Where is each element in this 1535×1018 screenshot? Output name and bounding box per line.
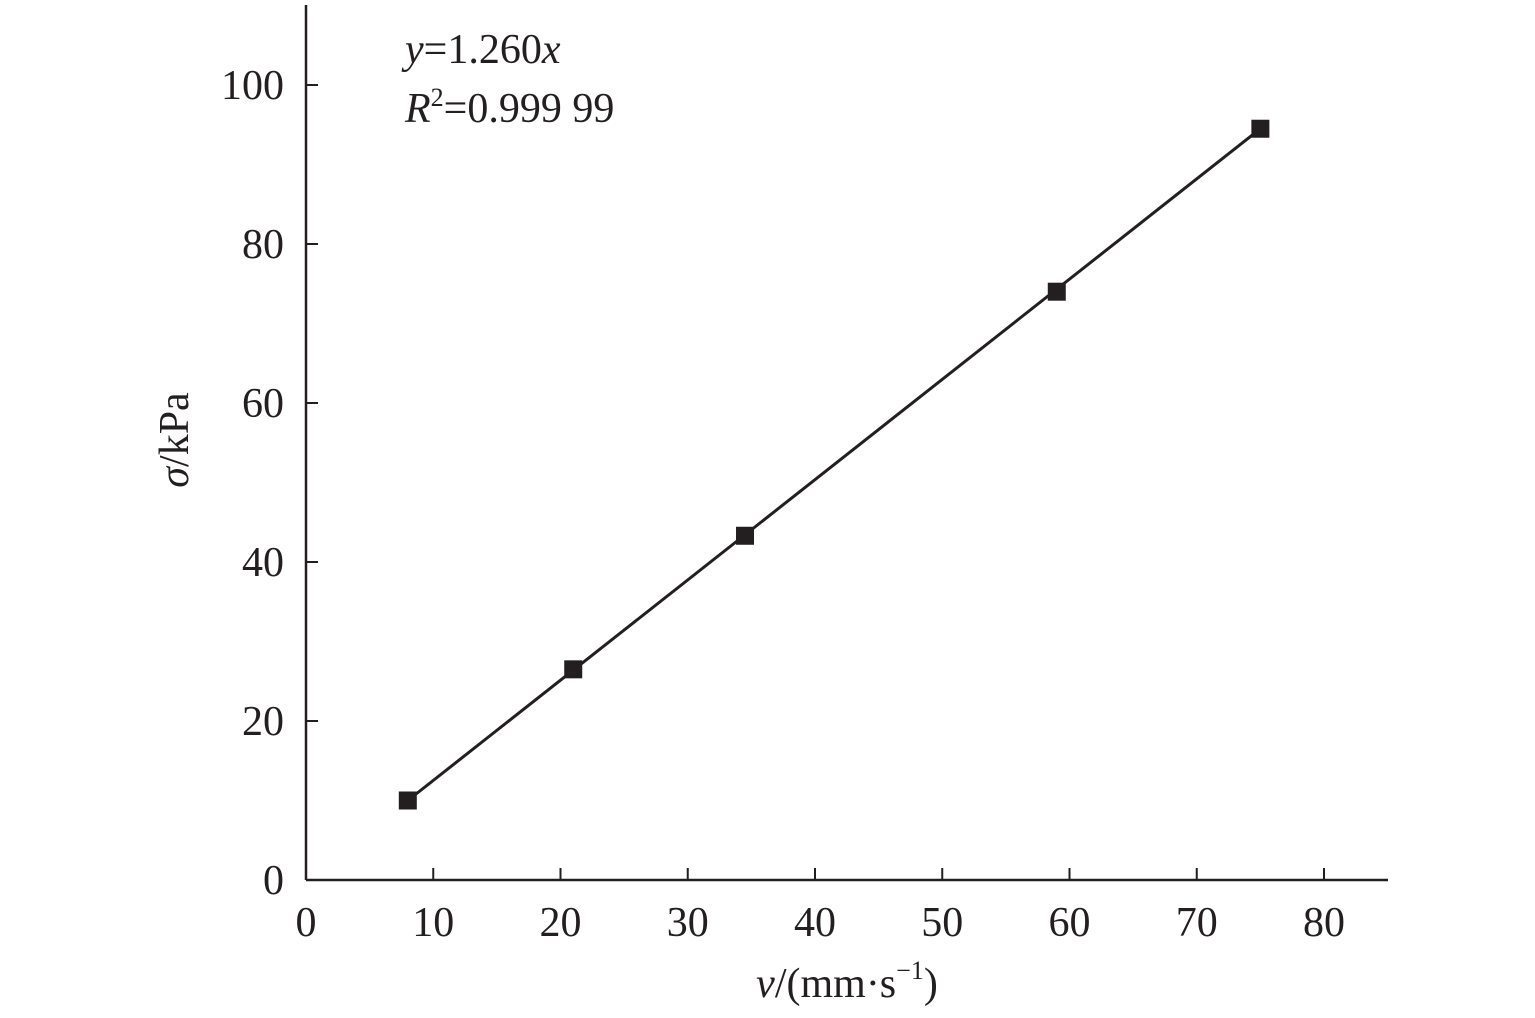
x-axis-label-close: ) <box>924 961 938 1007</box>
y-tick-label-0: 0 <box>263 858 284 904</box>
fit-equation-x: x <box>541 27 561 73</box>
fit-equation-y: y <box>401 27 424 73</box>
data-point-0 <box>398 791 417 810</box>
data-point-1 <box>564 660 583 679</box>
x-axis-label-var: v <box>756 961 775 1007</box>
r-squared-exp: 2 <box>431 83 444 112</box>
y-tick-label-5: 100 <box>221 63 284 109</box>
x-tick-label-7: 70 <box>1176 900 1218 946</box>
x-axis-label-exponent: −1 <box>896 956 924 985</box>
x-tick-label-0: 0 <box>296 900 317 946</box>
x-tick-label-1: 10 <box>412 900 454 946</box>
y-axis-label: σ/kPa <box>152 392 198 488</box>
data-point-4 <box>1251 119 1270 138</box>
y-axis-label-var: σ <box>152 465 198 488</box>
r-squared: R2=0.999 99 <box>404 83 614 132</box>
x-ticks: 0 10 20 30 40 50 60 70 80 <box>296 868 1345 946</box>
x-tick-label-3: 30 <box>667 900 709 946</box>
x-axis-label-unit: /(mm·s <box>775 961 896 1007</box>
data-point-3 <box>1047 282 1066 301</box>
x-tick-label-8: 80 <box>1303 900 1345 946</box>
x-tick-label-2: 20 <box>540 900 582 946</box>
x-tick-label-4: 40 <box>794 900 836 946</box>
fit-equation: y=1.260x <box>401 27 561 73</box>
y-tick-label-2: 40 <box>242 540 284 586</box>
plot-area <box>398 119 1270 810</box>
y-ticks: 0 20 40 60 80 100 <box>221 63 318 904</box>
r-squared-value: =0.999 99 <box>444 86 615 132</box>
y-tick-label-1: 20 <box>242 699 284 745</box>
y-axis-label-unit: /kPa <box>152 392 198 467</box>
fit-line <box>406 127 1262 802</box>
r-squared-r: R <box>404 86 431 132</box>
x-tick-label-6: 60 <box>1049 900 1091 946</box>
x-axis-label: v/(mm·s−1) <box>756 956 938 1007</box>
x-tick-label-5: 50 <box>921 900 963 946</box>
axes <box>304 5 1388 882</box>
y-tick-label-4: 80 <box>242 222 284 268</box>
y-tick-label-3: 60 <box>242 381 284 427</box>
data-point-2 <box>736 526 755 545</box>
fit-equation-coef: =1.260 <box>424 27 542 73</box>
